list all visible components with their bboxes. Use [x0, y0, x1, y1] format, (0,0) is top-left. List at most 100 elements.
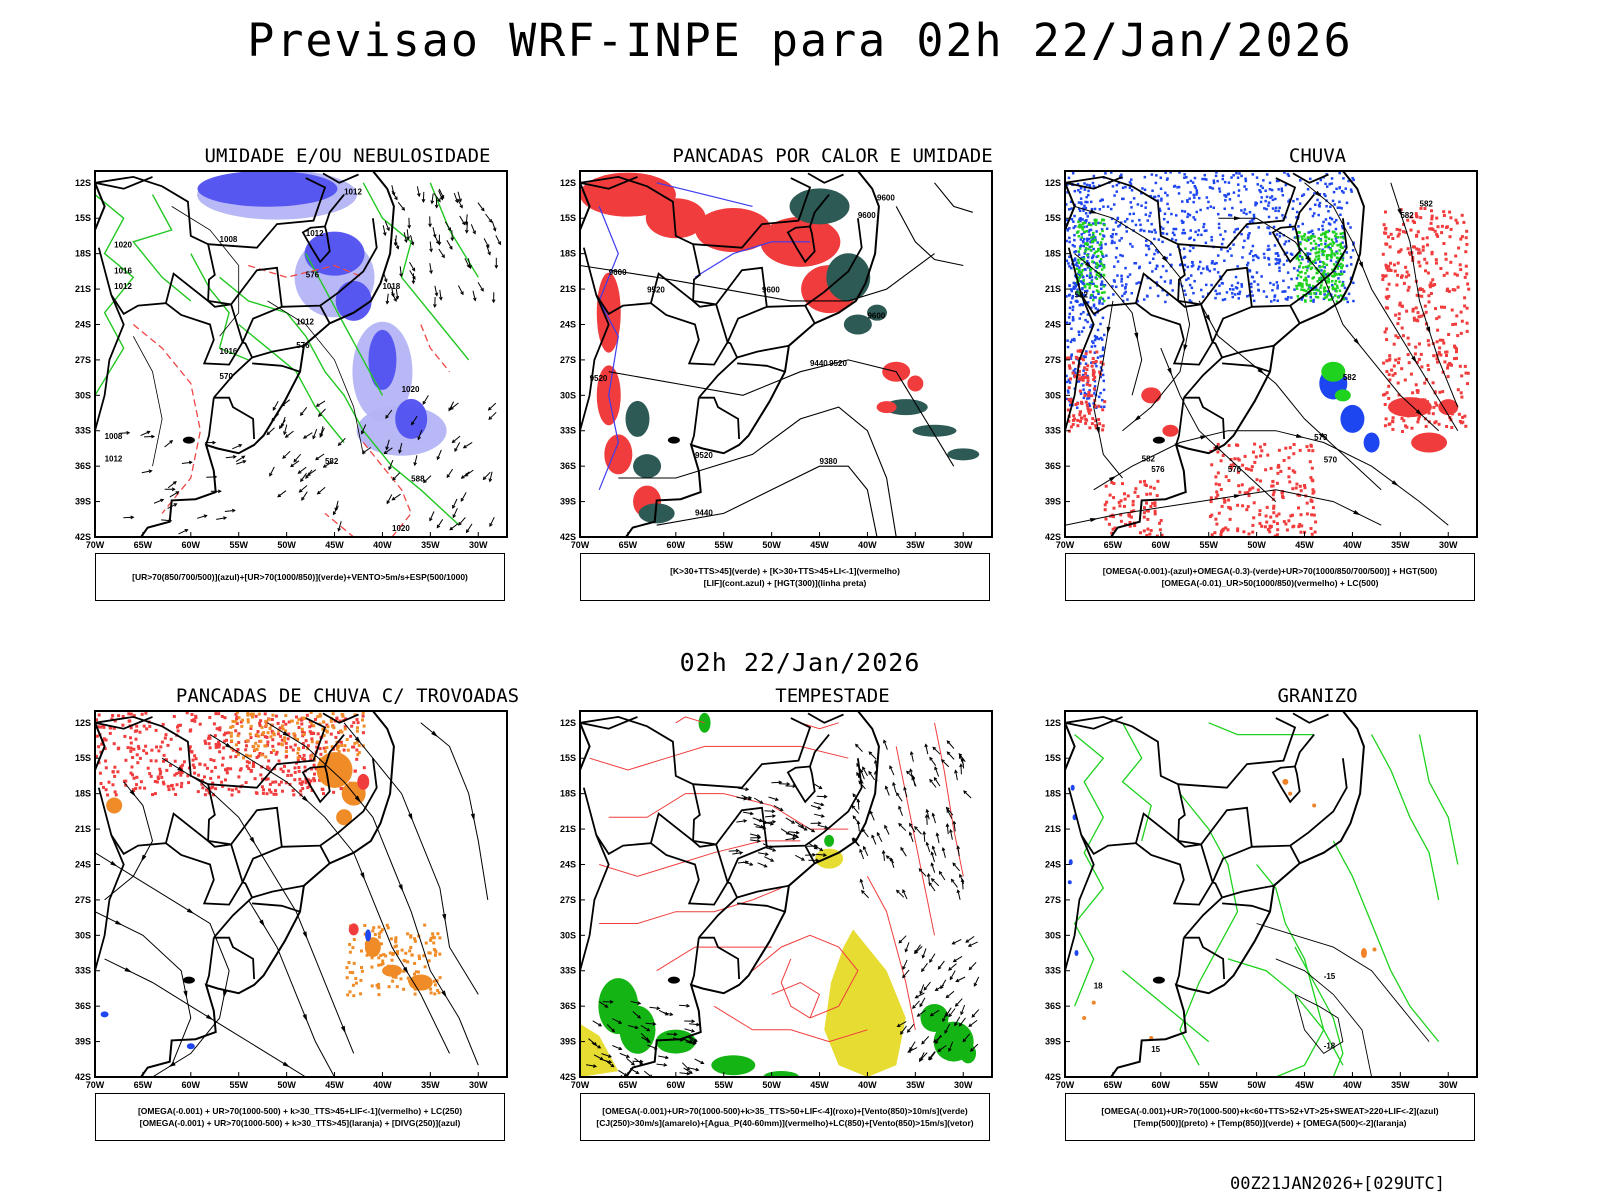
contour-label: 1012: [306, 229, 324, 238]
panel-title: GRANIZO: [1277, 685, 1358, 707]
lon-tick-label: 65W: [1104, 540, 1123, 550]
lat-tick-label: 21S: [1045, 824, 1061, 834]
lat-tick-label: 12S: [75, 178, 91, 188]
lat-tick-label: 30S: [560, 930, 576, 940]
lon-tick-label: 50W: [277, 540, 296, 550]
forecast-time-label: 02h 22/Jan/2026: [679, 648, 921, 677]
lat-tick-label: 39S: [75, 1037, 91, 1047]
panel-title: PANCADAS POR CALOR E UMIDADE: [672, 145, 993, 167]
lat-tick-label: 33S: [1045, 966, 1061, 976]
lat-tick-label: 18S: [1045, 789, 1061, 799]
lat-tick-label: 12S: [560, 178, 576, 188]
lon-tick-label: 70W: [86, 1080, 105, 1090]
lat-tick-label: 27S: [560, 895, 576, 905]
contour-label: 9520: [647, 286, 665, 295]
lat-tick-label: 30S: [1045, 390, 1061, 400]
lat-tick-label: 42S: [1045, 1072, 1061, 1082]
lon-tick-label: 65W: [619, 540, 638, 550]
weather-map: 1012 1008 1012 1020 1016 1012 1012 1018 1016 1020…: [75, 170, 508, 550]
legend-line: [OMEGA(-0.001)+UR>70(1000-500)+k>35_TTS>…: [602, 1106, 968, 1116]
lat-tick-label: 15S: [75, 213, 91, 223]
map-frame: [579, 170, 993, 538]
lat-tick-label: 21S: [1045, 284, 1061, 294]
lat-tick-label: 18S: [1045, 249, 1061, 259]
legend-line: [LIF](cont.azul) + [HGT(300)](linha pret…: [703, 578, 867, 588]
lon-tick-label: 30W: [469, 540, 488, 550]
run-info-footer: 00Z21JAN2026+[029UTC]: [1230, 1174, 1445, 1194]
lat-tick-label: 42S: [75, 1072, 91, 1082]
lat-tick-label: 21S: [560, 284, 576, 294]
lat-tick-label: 21S: [560, 824, 576, 834]
lat-tick-label: 15S: [1045, 213, 1061, 223]
lat-tick-label: 15S: [560, 753, 576, 763]
lat-tick-label: 24S: [560, 319, 576, 329]
main-title: Previsao WRF-INPE para 02h 22/Jan/2026: [247, 14, 1353, 67]
lon-tick-label: 40W: [1343, 540, 1362, 550]
lat-tick-label: 21S: [75, 824, 91, 834]
lon-tick-label: 70W: [86, 540, 105, 550]
lat-tick-label: 12S: [75, 718, 91, 728]
contour-label: 9600: [858, 211, 876, 220]
lat-tick-label: 39S: [1045, 497, 1061, 507]
contour-label: 588: [411, 475, 425, 484]
lon-tick-label: 55W: [229, 1080, 248, 1090]
contour-label: -18: [1324, 1042, 1336, 1051]
lat-tick-label: 18S: [560, 789, 576, 799]
map-frame: [1064, 170, 1478, 538]
panel-pancadas-trovoadas: PANCADAS DE CHUVA C/ TROVOADAS 12S 15S 18S 2…: [75, 685, 600, 1165]
lon-tick-label: 35W: [906, 540, 925, 550]
lat-tick-label: 18S: [560, 249, 576, 259]
lat-tick-label: 36S: [1045, 1001, 1061, 1011]
lon-tick-label: 70W: [571, 540, 590, 550]
coastline-borders: [1065, 171, 1365, 537]
contour-label: 1020: [114, 241, 132, 250]
panel-legend: [OMEGA(-0.001)+UR>70(1000-500)+k<60+TTS>…: [1065, 1093, 1475, 1141]
lon-tick-label: 65W: [134, 540, 153, 550]
lat-tick-label: 30S: [75, 930, 91, 940]
lon-tick-label: 40W: [373, 540, 392, 550]
lon-tick-label: 65W: [1104, 1080, 1123, 1090]
contour-label: 9520: [829, 359, 847, 368]
lat-tick-label: 39S: [560, 497, 576, 507]
lon-tick-label: 60W: [667, 1080, 686, 1090]
lat-tick-label: 36S: [75, 461, 91, 471]
contour-label: 9520: [695, 451, 713, 460]
legend-line: [UR>70(850/700/500)](azul)+[UR>70(1000/8…: [132, 572, 468, 582]
lon-tick-label: 35W: [421, 1080, 440, 1090]
lon-tick-label: 50W: [1247, 1080, 1266, 1090]
lat-tick-label: 42S: [1045, 532, 1061, 542]
lat-tick-label: 24S: [75, 319, 91, 329]
lat-tick-label: 39S: [560, 1037, 576, 1047]
lon-tick-label: 40W: [858, 540, 877, 550]
lat-tick-label: 30S: [1045, 930, 1061, 940]
lon-tick-label: 55W: [714, 1080, 733, 1090]
coastline-borders: [1065, 711, 1365, 1077]
lat-tick-label: 15S: [560, 213, 576, 223]
lat-tick-label: 27S: [75, 895, 91, 905]
lat-tick-label: 39S: [1045, 1037, 1061, 1047]
panel-legend: [OMEGA(-0.001) + UR>70(1000-500) + k>30_…: [95, 1093, 505, 1141]
contour-label: -15: [1324, 972, 1336, 981]
contour-label: 1020: [402, 385, 420, 394]
lon-tick-label: 55W: [714, 540, 733, 550]
contour-label: 573: [1314, 433, 1328, 442]
contour-label: 1016: [114, 267, 132, 276]
lat-tick-label: 33S: [560, 426, 576, 436]
lon-tick-label: 60W: [182, 540, 201, 550]
lon-tick-label: 60W: [182, 1080, 201, 1090]
contour-label: 1012: [114, 282, 132, 291]
contour-label: 582: [1420, 199, 1434, 208]
contour-label: 576: [1151, 465, 1165, 474]
contour-label: 1012: [344, 188, 362, 197]
panel-chuva: CHUVA 582 582 582 582 582 576 576 573 570 12S 15S 18…: [1045, 145, 1570, 625]
contour-label: 9380: [820, 457, 838, 466]
lat-tick-label: 15S: [1045, 753, 1061, 763]
lon-tick-label: 30W: [954, 1080, 973, 1090]
lat-tick-label: 39S: [75, 497, 91, 507]
contour-label: 1008: [105, 432, 123, 441]
lat-tick-label: 33S: [75, 966, 91, 976]
lat-tick-label: 36S: [560, 461, 576, 471]
